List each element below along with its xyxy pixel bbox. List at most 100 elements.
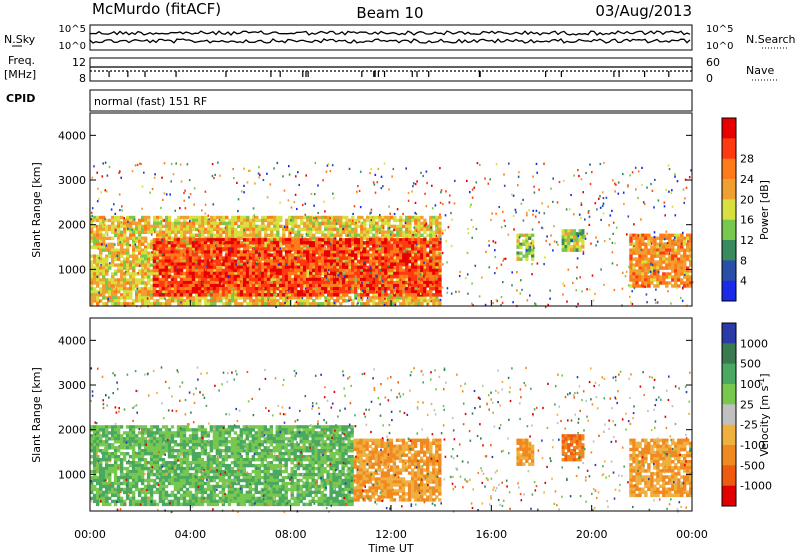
heatmap-cell (93, 257, 97, 261)
heatmap-cell (312, 283, 316, 288)
heatmap-cell (269, 244, 274, 248)
heatmap-cell (105, 224, 109, 229)
heatmap-cell (615, 226, 618, 229)
heatmap-cell (114, 290, 118, 294)
heatmap-cell (288, 296, 292, 300)
heatmap-cell (270, 248, 274, 252)
heatmap-cell (275, 250, 280, 254)
heatmap-cell (249, 221, 253, 226)
beam-title: Beam 10 (356, 4, 423, 22)
heatmap-cell (263, 253, 268, 257)
heatmap-cell (581, 245, 585, 249)
heatmap-cell (120, 269, 124, 273)
heatmap-cell (381, 277, 385, 282)
heatmap-cell (275, 253, 280, 257)
heatmap-cell (261, 302, 265, 306)
heatmap-cell (186, 245, 190, 249)
heatmap-cell (117, 269, 121, 273)
heatmap-cell (396, 251, 400, 255)
heatmap-cell (677, 263, 681, 267)
heatmap-cell (408, 224, 412, 229)
heatmap-cell (318, 290, 322, 294)
heatmap-cell (93, 242, 97, 246)
heatmap-cell (305, 259, 308, 262)
heatmap-cell (336, 262, 340, 266)
heatmap-cell (141, 251, 145, 255)
heatmap-cell (330, 251, 334, 255)
heatmap-cell (188, 250, 193, 254)
heatmap-cell (327, 238, 331, 242)
heatmap-cell (248, 290, 253, 294)
heatmap-cell (396, 287, 400, 291)
heatmap-cell (327, 290, 331, 294)
heatmap-cell (248, 268, 253, 273)
heatmap-cell (417, 241, 421, 245)
heatmap-cell (173, 280, 178, 285)
heatmap-cell (278, 238, 283, 242)
heatmap-cell (357, 241, 361, 245)
heatmap-cell (336, 227, 340, 232)
heatmap-cell (278, 293, 283, 297)
heatmap-cell (327, 233, 331, 237)
heatmap-cell (248, 256, 253, 260)
heatmap-cell (671, 269, 675, 273)
heatmap-cell (266, 253, 271, 257)
heatmap-cell (161, 283, 166, 288)
nsearch-label: N.Search (746, 33, 796, 46)
heatmap-cell (206, 253, 211, 257)
heatmap-cell (674, 278, 678, 282)
heatmap-cell (270, 257, 274, 261)
heatmap-cell (123, 260, 127, 264)
heatmap-cell (414, 287, 418, 291)
heatmap-cell (321, 265, 325, 270)
heatmap-cell (387, 296, 391, 300)
heatmap-cell (674, 233, 678, 237)
heatmap-cell (668, 272, 672, 276)
heatmap-cell (324, 259, 328, 263)
heatmap-cell (432, 253, 436, 257)
heatmap-cell (200, 277, 205, 282)
heatmap-cell (126, 242, 130, 246)
heatmap-cell (420, 224, 424, 229)
heatmap-cell (680, 245, 684, 249)
heatmap-cell (144, 296, 148, 300)
heatmap-cell (201, 218, 205, 223)
heatmap-cell (345, 262, 349, 266)
heatmap-cell (239, 256, 244, 260)
heatmap-cell (290, 287, 295, 291)
heatmap-cell (209, 280, 214, 285)
heatmap-cell (432, 277, 436, 282)
heatmap-cell (429, 268, 433, 273)
heatmap-cell (357, 244, 361, 248)
heatmap-cell (522, 233, 526, 237)
heatmap-cell (336, 253, 340, 257)
date-title: 03/Aug/2013 (595, 2, 692, 20)
heatmap-cell (144, 254, 148, 258)
heatmap-cell (336, 296, 340, 300)
heatmap-cell (194, 262, 199, 266)
heatmap-cell (408, 218, 412, 223)
heatmap-cell (290, 265, 295, 270)
heatmap-cell (126, 224, 130, 229)
heatmap-cell (212, 277, 217, 282)
heatmap-cell (144, 272, 148, 276)
heatmap-cell (257, 265, 262, 270)
heatmap-cell (417, 302, 421, 306)
heatmap-cell (257, 293, 262, 297)
heatmap-cell (176, 256, 181, 260)
heatmap-cell (420, 277, 424, 282)
heatmap-cell (321, 238, 325, 242)
heatmap-cell (132, 266, 136, 270)
heatmap-cell (117, 257, 121, 261)
heatmap-cell (644, 245, 648, 249)
heatmap-cell (312, 287, 316, 291)
heatmap-cell (242, 250, 247, 254)
heatmap-cell (429, 280, 433, 285)
heatmap-cell (336, 247, 340, 251)
heatmap-cell (197, 244, 202, 248)
heatmap-cell (417, 280, 421, 285)
heatmap-cell (417, 263, 421, 267)
heatmap-cell (249, 302, 253, 306)
heatmap-cell (159, 227, 163, 232)
heatmap-cell (273, 215, 277, 220)
